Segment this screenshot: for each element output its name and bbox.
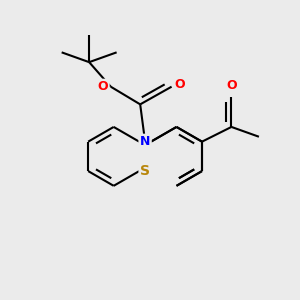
- Text: O: O: [226, 79, 237, 92]
- Text: O: O: [98, 80, 108, 93]
- Text: N: N: [140, 135, 150, 148]
- Text: O: O: [174, 78, 185, 91]
- Text: S: S: [140, 164, 150, 178]
